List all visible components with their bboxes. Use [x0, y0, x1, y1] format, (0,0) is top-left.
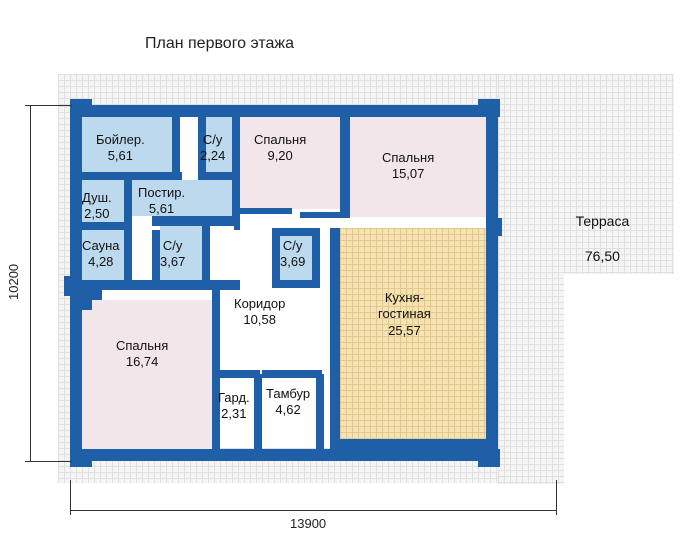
dim-ext: [30, 461, 72, 462]
terrace-hatch: [58, 74, 516, 106]
wall-segment: [82, 172, 182, 180]
room-label-bedroom2: Спальня 15,07: [382, 150, 434, 183]
wall-segment: [262, 370, 322, 378]
wall-segment: [486, 105, 498, 461]
room-label-tambour: Тамбур 4,62: [266, 386, 310, 419]
room-label-bedroom1: Спальня 9,20: [254, 132, 306, 165]
room-label-laundry: Постир. 5,61: [138, 185, 185, 218]
wall-segment: [70, 105, 498, 117]
room-label-su1: С/у 2,24: [200, 132, 225, 165]
wall-segment: [64, 276, 82, 296]
wall-segment: [330, 228, 340, 450]
wall-segment: [316, 374, 324, 450]
dim-width-label: 13900: [290, 516, 326, 531]
terrace-label: Терраса 76,50: [560, 195, 629, 283]
wall-segment: [152, 216, 240, 226]
wall-segment: [82, 290, 102, 300]
terrace-hatch: [498, 224, 564, 484]
wall-segment: [340, 439, 488, 449]
wall-segment: [312, 228, 320, 284]
floor-plan-canvas: План первого этажа Бойлер. 5,61 С/у 2,24 С…: [0, 0, 700, 545]
wall-segment: [70, 449, 92, 467]
dim-ext: [70, 480, 71, 510]
wall-segment: [254, 374, 262, 450]
wall-segment: [272, 280, 320, 288]
dim-ext: [30, 105, 72, 106]
wall-segment: [70, 99, 92, 117]
room-label-shower: Душ. 2,50: [82, 190, 112, 223]
dim-vertical-line: [30, 105, 31, 461]
room-label-su3: С/у 3,69: [280, 238, 305, 271]
wall-segment: [234, 180, 240, 230]
wall-segment: [152, 230, 160, 286]
wall-segment: [340, 117, 350, 217]
room-label-living: Кухня- гостиная 25,57: [378, 290, 431, 339]
wall-segment: [124, 228, 132, 286]
room-label-su2: С/у 3,67: [160, 238, 185, 271]
wall-segment: [82, 280, 240, 290]
wall-segment: [488, 218, 502, 236]
wall-segment: [206, 172, 236, 180]
plan-title: План первого этажа: [145, 35, 294, 53]
wall-segment: [300, 212, 350, 218]
room-label-sauna: Сауна 4,28: [82, 238, 120, 271]
room-label-bedroom3: Спальня 16,74: [116, 338, 168, 371]
wall-segment: [478, 449, 500, 467]
wall-segment: [70, 449, 498, 461]
wall-segment: [478, 99, 500, 117]
wall-segment: [234, 208, 292, 214]
room-fill-bedroom3: [82, 300, 212, 449]
wall-segment: [202, 226, 210, 284]
wall-segment: [172, 117, 180, 180]
wall-segment: [124, 180, 132, 228]
dim-horizontal-line: [70, 510, 556, 511]
room-label-wardrobe: Гард. 2,31: [218, 390, 250, 423]
wall-segment: [272, 228, 280, 284]
room-label-boiler: Бойлер. 5,61: [96, 132, 145, 165]
room-label-corridor: Коридор 10,58: [234, 296, 285, 329]
dim-ext: [556, 480, 557, 510]
dim-height-label: 10200: [6, 264, 21, 300]
